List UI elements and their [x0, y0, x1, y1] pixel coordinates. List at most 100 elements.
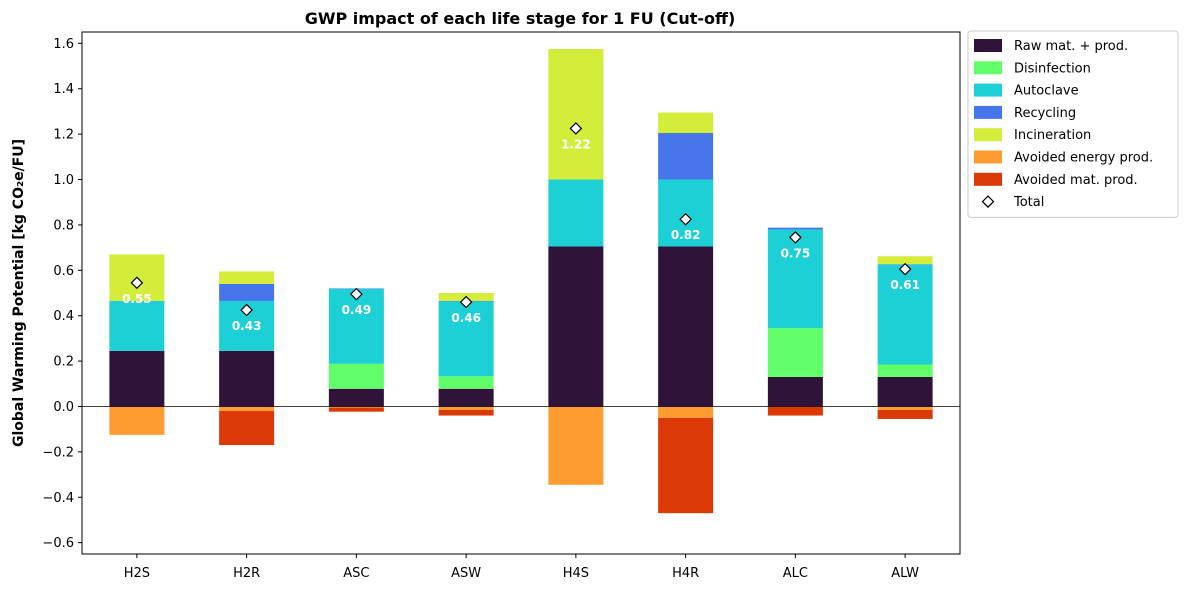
total-marker-asc	[350, 287, 363, 301]
bar-h4r-series-6	[658, 417, 714, 514]
total-marker-h4s	[569, 122, 583, 135]
bar-h4s-series-2	[548, 179, 604, 247]
bar-h4r-series-4	[658, 112, 714, 133]
y-tick-label: 0.8	[53, 218, 74, 233]
bar-asc-series-5	[328, 406, 384, 408]
bar-alw-series-1	[877, 364, 933, 377]
x-tick-label-h2r: H2R	[233, 566, 260, 581]
bar-asc-series-6	[328, 407, 384, 412]
total-label-alw: 0.61	[890, 278, 920, 292]
bar-h4r-series-0	[658, 246, 714, 407]
x-tick-label-asw: ASW	[451, 566, 481, 581]
bar-alc-series-3	[767, 227, 823, 230]
x-tick-label-alc: ALC	[783, 566, 808, 581]
y-tick-label: −0.4	[42, 491, 74, 506]
bar-h2r-series-4	[219, 271, 275, 284]
chart-title: GWP impact of each life stage for 1 FU (…	[305, 9, 736, 28]
y-tick-label: 1.2	[53, 128, 74, 143]
bar-h2r-series-3	[219, 283, 275, 301]
y-tick-label: 1.4	[53, 82, 74, 97]
bar-alc-series-2	[767, 229, 823, 329]
total-marker-h2r	[240, 303, 253, 317]
legend-swatch-0	[974, 39, 1002, 52]
total-label-asw: 0.46	[451, 311, 481, 325]
bar-h2r-series-6	[219, 411, 275, 446]
bar-asc-series-0	[328, 388, 384, 407]
total-label-h4s: 1.22	[561, 137, 591, 151]
total-marker-h4r	[679, 212, 692, 226]
total-marker-alc	[789, 231, 802, 244]
y-tick-label: 0.2	[53, 355, 74, 370]
bar-h2s-series-5	[109, 406, 165, 435]
totals-layer: 0.55 0.43 0.49 0.46 1.22 0.82 0.75 0.61	[122, 122, 920, 333]
y-tick-label: 0.6	[53, 264, 74, 279]
bar-h2s-series-0	[109, 350, 165, 407]
legend-label-1: Disinfection	[1014, 61, 1091, 76]
legend-label-total: Total	[1013, 195, 1044, 210]
legend-swatch-3	[974, 105, 1002, 119]
bar-asw-series-1	[438, 376, 494, 389]
total-label-alc: 0.75	[781, 246, 811, 260]
y-tick-label: 0.4	[53, 309, 74, 324]
legend-swatch-1	[974, 61, 1002, 75]
legend-swatch-2	[974, 83, 1002, 97]
bar-alc-series-1	[767, 328, 823, 377]
y-tick-label: 0.0	[53, 400, 74, 415]
total-label-h4r: 0.82	[671, 228, 701, 242]
x-tick-label-alw: ALW	[891, 566, 919, 581]
y-tick-label: −0.2	[42, 445, 74, 460]
legend-swatch-4	[974, 128, 1002, 142]
x-tick-label-h4s: H4S	[563, 566, 589, 581]
bar-asw-series-6	[438, 409, 494, 416]
x-tick-label-h4r: H4R	[672, 566, 699, 581]
bar-asc-series-1	[328, 363, 384, 389]
legend-total-marker	[981, 195, 995, 208]
bar-alc-series-6	[767, 406, 823, 416]
x-axis: H2S H2R ASC ASW H4S H4R ALC ALW	[124, 554, 919, 581]
bar-alw-series-6	[877, 409, 933, 419]
legend-label-0: Raw mat. + prod.	[1014, 39, 1128, 54]
bar-alw-series-4	[877, 256, 933, 265]
bar-alc-series-0	[767, 376, 823, 407]
total-marker-alw	[898, 262, 912, 276]
bars-layer	[109, 49, 933, 514]
total-marker-h2s	[130, 276, 144, 290]
total-label-h2s: 0.55	[122, 292, 152, 306]
total-label-asc: 0.49	[342, 303, 372, 317]
legend-box	[967, 30, 1179, 218]
bar-h4s-series-0	[548, 246, 604, 407]
bar-asw-series-2	[438, 301, 494, 377]
legend-swatch-5	[974, 150, 1002, 164]
bar-h4r-series-5	[658, 406, 714, 418]
bar-h2r-series-5	[219, 406, 275, 412]
legend: Raw mat. + prod. Disinfection Autoclave Rec…	[967, 30, 1179, 218]
bar-h4s-series-4	[548, 49, 604, 180]
total-marker-asw	[459, 295, 473, 309]
bar-h4r-series-3	[658, 132, 714, 180]
total-label-h2r: 0.43	[232, 319, 262, 333]
bar-alw-series-5	[877, 406, 933, 410]
bar-alw-series-2	[877, 264, 933, 365]
legend-label-6: Avoided mat. prod.	[1014, 173, 1138, 188]
legend-label-3: Recycling	[1014, 106, 1076, 121]
bar-asc-series-2	[328, 288, 384, 364]
legend-swatch-6	[974, 172, 1002, 186]
x-tick-label-asc: ASC	[343, 566, 369, 581]
legend-label-4: Incineration	[1014, 128, 1091, 143]
y-axis: −0.6 −0.4 −0.2 0.0 0.2 0.4 0.6 0.8 1.0 1.2 1.4 1.6	[42, 37, 82, 551]
x-tick-label-h2s: H2S	[124, 566, 150, 581]
bar-asw-series-5	[438, 406, 494, 410]
bar-h4s-series-5	[548, 406, 604, 485]
bar-asw-series-0	[438, 388, 494, 407]
legend-label-5: Avoided energy prod.	[1014, 151, 1153, 166]
plot-frame	[81, 31, 961, 555]
bar-h2r-series-0	[219, 350, 275, 407]
legend-label-2: Autoclave	[1014, 84, 1079, 99]
y-tick-label: 1.0	[53, 173, 74, 188]
y-tick-label: 1.6	[53, 37, 74, 52]
bar-h2s-series-2	[109, 300, 165, 351]
y-axis-label: Global Warming Potential [kg CO₂e/FU]	[11, 139, 27, 447]
bar-alw-series-0	[877, 376, 933, 407]
y-tick-label: −0.6	[42, 536, 74, 551]
